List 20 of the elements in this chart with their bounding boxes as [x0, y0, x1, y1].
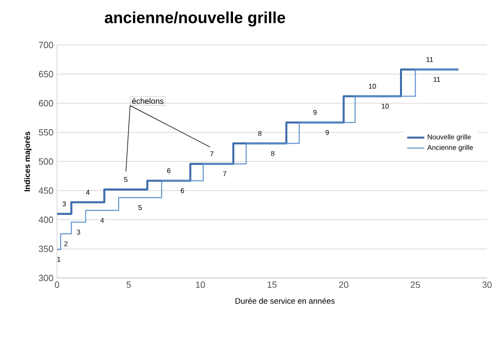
y-tick-label: 450	[38, 187, 54, 194]
y-tick-label: 550	[38, 129, 54, 136]
x-tick-label: 0	[54, 282, 60, 288]
y-tick-label: 400	[38, 216, 54, 223]
x-axis-title: Durée de service en années	[236, 298, 335, 304]
y-tick-label: 650	[38, 70, 54, 78]
x-tick-label: 15	[268, 282, 277, 288]
chart-title: ancienne/nouvelle grille	[104, 12, 286, 26]
annotation: échelons	[132, 98, 164, 104]
y-tick-label: 500	[38, 158, 54, 165]
x-tick-label: 25	[410, 282, 420, 288]
y-tick-label: 300	[38, 274, 54, 282]
x-tick-label: 5	[126, 282, 131, 288]
x-tick-label: 30	[482, 282, 492, 288]
y-tick-label: 700	[38, 42, 54, 48]
y-tick-label: 600	[38, 100, 54, 106]
x-tick-label: 20	[339, 282, 348, 288]
x-tick-label: 10	[196, 282, 205, 288]
y-tick-label: 350	[38, 246, 54, 252]
y-axis-title: Indices majorés	[24, 132, 32, 192]
